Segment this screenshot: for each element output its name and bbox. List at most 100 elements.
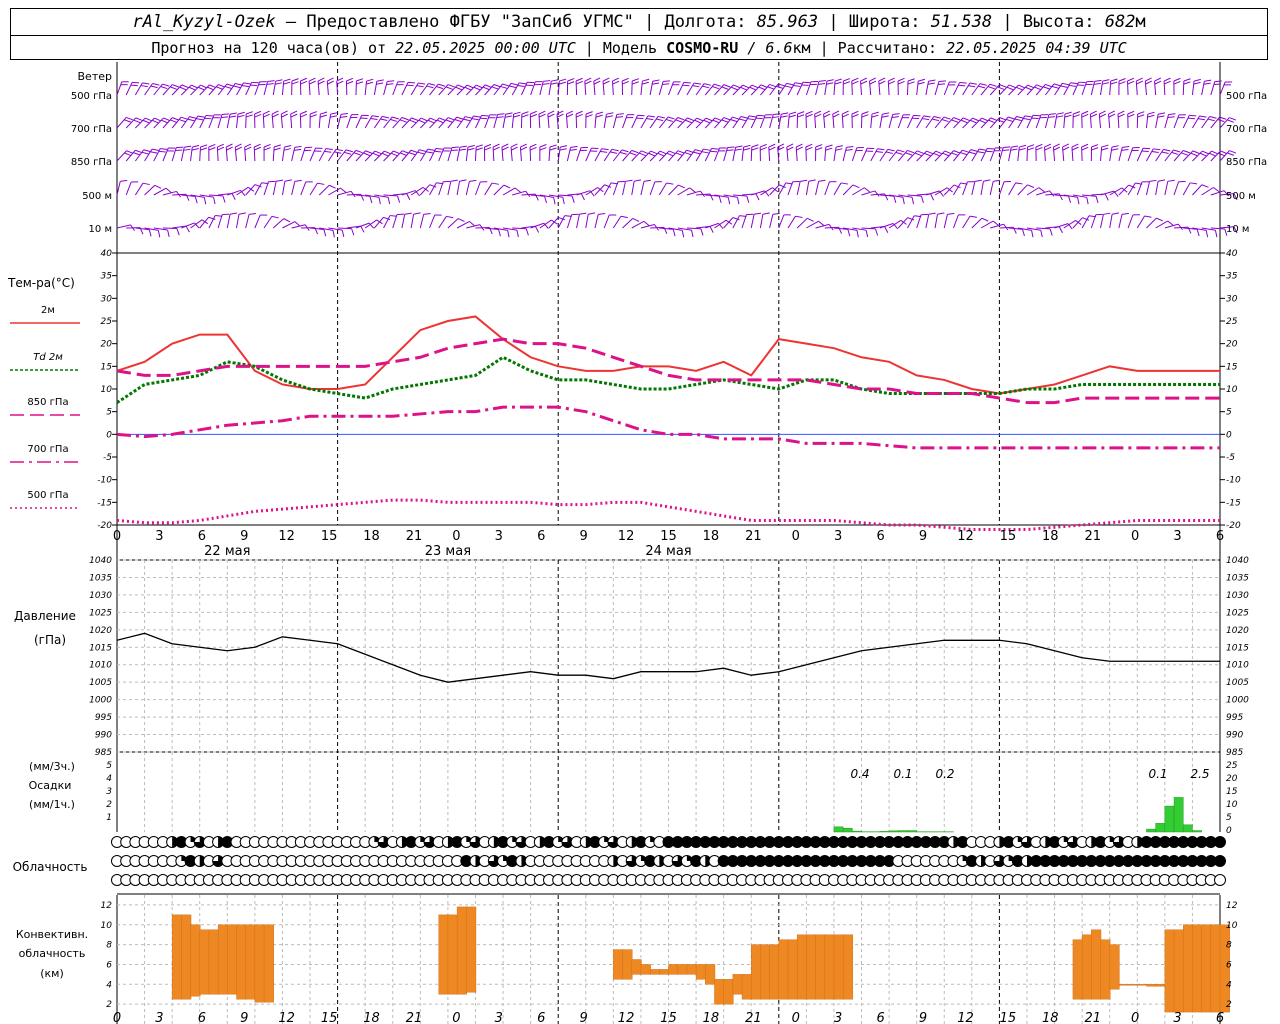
wind-barb-feather	[1156, 217, 1163, 222]
wind-barb	[686, 149, 696, 162]
wind-barb-feather	[416, 85, 424, 88]
cloud-symbol-fill	[727, 836, 739, 848]
hour-tick-label: 12	[957, 529, 974, 544]
temp-tick-label-right: 0	[1226, 430, 1232, 440]
wind-barb-feather	[1027, 147, 1035, 151]
wind-barb	[502, 83, 512, 96]
wind-barb-feather	[556, 110, 564, 115]
wind-barb-feather	[263, 113, 270, 118]
wind-barb	[943, 184, 955, 196]
precipitation-panel	[833, 797, 1202, 833]
wind-barb	[622, 218, 634, 229]
wind-barb	[280, 114, 283, 129]
cloud-symbol-fill	[672, 836, 684, 848]
wind-barb	[1201, 81, 1205, 96]
wind-barb	[291, 224, 306, 229]
wind-barb-feather	[263, 147, 271, 151]
wind-barb	[1164, 223, 1179, 229]
cloud-symbol-fill	[1186, 836, 1198, 848]
wind-barb-feather	[1108, 110, 1116, 115]
wind-barb-feather	[1183, 78, 1191, 82]
wind-barb-feather	[727, 146, 735, 149]
wind-barb-feather	[569, 148, 577, 151]
temp-tick-label-right: 5	[1226, 408, 1232, 418]
wind-barb-feather	[1217, 119, 1225, 123]
conv-label-3: (км)	[40, 967, 64, 980]
conv-bar	[723, 979, 734, 1005]
wind-barb-feather	[776, 85, 784, 89]
wind-barb-feather	[284, 179, 292, 182]
wind-barb-feather	[641, 81, 649, 85]
wind-barb	[934, 187, 948, 196]
cloud-symbol-fill	[791, 855, 803, 867]
wind-barb-feather	[927, 82, 935, 85]
wind-barb-feather	[184, 145, 192, 148]
wind-barb	[172, 193, 187, 196]
precip-bar	[833, 826, 844, 833]
wind-barb-feather	[897, 77, 905, 82]
wind-barb	[732, 215, 740, 229]
wind-barb-feather	[659, 150, 667, 155]
wind-barb-feather	[753, 212, 762, 215]
wind-barb-feather	[888, 80, 896, 85]
wind-barb-feather	[621, 149, 629, 153]
wind-barb-feather	[133, 152, 141, 156]
temp-tick-label-right: -20	[1226, 521, 1241, 531]
wind-barb	[1210, 150, 1221, 162]
cloud-symbol-fill	[663, 836, 674, 848]
wind-barb-feather	[1147, 111, 1155, 115]
wind-barb	[998, 181, 1005, 196]
wind-barb	[1136, 148, 1144, 162]
wind-barb-feather	[221, 113, 229, 116]
wind-barb-feather	[1233, 193, 1238, 201]
wind-barb-feather	[576, 80, 583, 85]
wind-barb-feather	[402, 150, 409, 154]
wind-barb	[153, 227, 168, 231]
wind-barb-feather	[814, 110, 822, 115]
wind-barb-feather	[705, 117, 713, 122]
wind-barb-feather	[194, 222, 200, 229]
wind-barb	[125, 181, 132, 196]
wind-barb-feather	[1227, 152, 1235, 156]
wind-barb-feather	[161, 119, 169, 124]
wind-barb-feather	[815, 144, 823, 148]
wind-barb-feather	[381, 152, 389, 157]
wind-barb	[907, 150, 918, 162]
wind-barb-feather	[189, 116, 197, 119]
wind-barb-feather	[768, 146, 776, 151]
wind-barb-feather	[751, 84, 759, 89]
wind-barb-feather	[428, 83, 436, 86]
wind-barb	[649, 81, 654, 96]
wind-barb	[1063, 220, 1076, 229]
wind-barb-feather	[493, 146, 500, 151]
precip-tick-3h: 5	[106, 761, 112, 771]
wind-barb-feather	[767, 86, 775, 90]
wind-barb-feather	[794, 82, 802, 85]
cloud-symbol-fill	[856, 855, 868, 867]
wind-barb-feather	[336, 77, 344, 82]
cloud-symbol-fill	[1012, 855, 1024, 867]
cloud-symbol-fill	[874, 855, 886, 867]
wind-barb	[548, 146, 551, 162]
conv-bar	[254, 924, 265, 1003]
wind-barb	[741, 147, 745, 162]
conv-bar	[447, 914, 458, 995]
wind-barb-feather	[760, 146, 767, 151]
wind-barb-feather	[888, 77, 895, 82]
hour-tick-label: 15	[660, 529, 677, 544]
cloud-symbol-fill	[828, 855, 840, 867]
conv-bar	[236, 924, 247, 1000]
wind-barb	[658, 150, 670, 162]
wind-barb-feather	[1193, 81, 1201, 85]
wind-barb-feather	[266, 83, 274, 85]
wind-barb-feather	[579, 212, 587, 215]
wind-barb-feather	[226, 83, 234, 87]
wind-barb	[1118, 214, 1123, 229]
wind-barb-feather	[254, 113, 262, 118]
wind-barb-feather	[694, 149, 702, 152]
wind-barb-feather	[401, 117, 409, 121]
wind-barb-feather	[513, 114, 521, 118]
temp-legend-label: 500 гПа	[27, 490, 68, 501]
wind-barb	[796, 181, 801, 196]
wind-barb	[603, 214, 610, 229]
